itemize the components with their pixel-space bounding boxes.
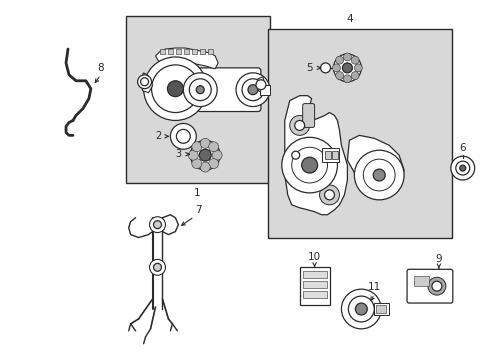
Circle shape [343, 53, 351, 61]
Text: 7: 7 [195, 205, 201, 215]
Text: 10: 10 [307, 252, 321, 262]
Bar [267, 29, 451, 238]
Text: 8: 8 [97, 63, 104, 73]
Circle shape [183, 73, 217, 107]
Text: 11: 11 [367, 282, 380, 292]
Bar [168, 49, 173, 54]
Bar [302, 281, 326, 288]
Polygon shape [284, 96, 346, 215]
Circle shape [212, 150, 222, 160]
Circle shape [355, 303, 366, 315]
Text: 6: 6 [459, 143, 465, 153]
Circle shape [343, 75, 351, 83]
Circle shape [319, 185, 339, 205]
Bar [299, 267, 329, 305]
Circle shape [143, 57, 207, 121]
Circle shape [242, 79, 264, 100]
Circle shape [247, 85, 257, 95]
Circle shape [191, 159, 202, 168]
Circle shape [199, 149, 211, 161]
Circle shape [332, 64, 340, 72]
Circle shape [450, 156, 474, 180]
Circle shape [301, 157, 317, 173]
Circle shape [153, 264, 161, 271]
Circle shape [149, 260, 165, 275]
Circle shape [236, 73, 269, 107]
Bar [260, 85, 269, 95]
Polygon shape [346, 135, 403, 192]
Circle shape [188, 150, 198, 160]
Circle shape [255, 80, 265, 90]
Circle shape [153, 221, 161, 229]
Polygon shape [141, 73, 152, 93]
Circle shape [320, 63, 330, 73]
Bar [302, 271, 326, 278]
FancyBboxPatch shape [197, 68, 261, 112]
Bar [375, 305, 386, 313]
Circle shape [354, 150, 403, 200]
Text: 4: 4 [346, 14, 352, 24]
Circle shape [191, 142, 202, 152]
Bar [200, 49, 205, 54]
Bar [373, 303, 388, 315]
Circle shape [189, 79, 211, 100]
Circle shape [196, 86, 204, 94]
Text: 3: 3 [175, 149, 181, 159]
Text: 9: 9 [435, 255, 441, 264]
Circle shape [431, 281, 441, 291]
Circle shape [289, 116, 309, 135]
Circle shape [294, 121, 304, 130]
Circle shape [137, 75, 151, 89]
Circle shape [190, 140, 220, 170]
Circle shape [350, 56, 358, 64]
Circle shape [167, 81, 183, 96]
Circle shape [324, 190, 334, 200]
Circle shape [291, 147, 327, 183]
Text: 1: 1 [194, 188, 200, 198]
Bar [302, 291, 326, 298]
Bar [192, 49, 197, 54]
Circle shape [151, 65, 199, 113]
Circle shape [427, 277, 445, 295]
Bar [160, 49, 165, 54]
Text: 2: 2 [155, 131, 162, 141]
Circle shape [200, 162, 210, 172]
Circle shape [141, 78, 148, 86]
Circle shape [459, 165, 465, 171]
Circle shape [347, 296, 373, 322]
Circle shape [350, 72, 358, 80]
Bar [175, 73, 215, 105]
Text: 5: 5 [305, 63, 312, 73]
Circle shape [170, 123, 196, 149]
Circle shape [291, 151, 299, 159]
Bar [125, 16, 269, 183]
Circle shape [200, 138, 210, 148]
Bar [413, 276, 428, 286]
Polygon shape [155, 48, 218, 69]
Bar [184, 49, 189, 54]
Bar [332, 151, 338, 159]
Circle shape [342, 63, 352, 73]
Circle shape [287, 147, 303, 163]
Bar [321, 148, 339, 162]
Circle shape [372, 169, 385, 181]
Circle shape [208, 142, 218, 152]
Bar [208, 49, 213, 54]
Circle shape [281, 137, 337, 193]
Circle shape [341, 289, 381, 329]
Circle shape [208, 159, 218, 168]
FancyBboxPatch shape [302, 104, 314, 127]
FancyBboxPatch shape [406, 269, 452, 303]
Bar [324, 151, 330, 159]
Polygon shape [257, 77, 264, 93]
Circle shape [335, 72, 343, 80]
Bar [176, 49, 181, 54]
Circle shape [354, 64, 362, 72]
Circle shape [149, 217, 165, 233]
Circle shape [333, 54, 361, 82]
Circle shape [455, 161, 469, 175]
Circle shape [176, 129, 190, 143]
Circle shape [363, 159, 394, 191]
Circle shape [335, 56, 343, 64]
